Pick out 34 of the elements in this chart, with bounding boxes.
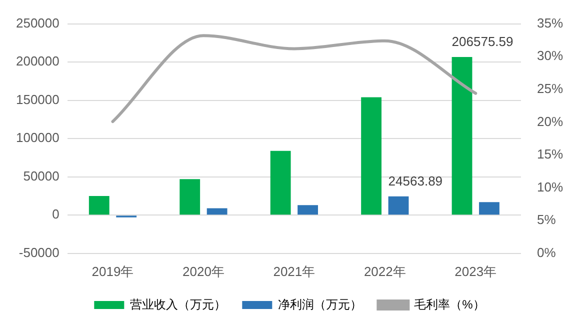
y-tick-label: 50000 [23,168,60,184]
data-label: 206575.59 [452,34,514,50]
y2-tick-label: 25% [536,80,564,96]
bar [180,179,200,215]
bar [298,205,318,215]
bar [270,150,291,215]
bar [361,97,382,215]
y-tick-label: -50000 [18,244,60,260]
bar [479,202,500,215]
y-tick-label: 200000 [16,54,60,69]
y2-tick-label: 35% [536,15,564,30]
legend-label: 营业收入（万元） [130,297,226,312]
y2-tick-label: 0% [536,244,556,260]
bar [452,57,472,215]
bar [88,196,110,215]
y2-tick-label: 10% [536,179,564,194]
x-tick-label: 2023年 [454,264,497,279]
x-tick-label: 2021年 [273,264,316,279]
y2-tick-label: 20% [536,114,564,129]
y2-tick-label: 5% [536,212,556,228]
legend-label: 净利润（万元） [278,297,362,312]
bar [388,196,409,215]
y-tick-label: 250000 [16,15,60,30]
y2-tick-label: 15% [536,146,564,162]
legend-label: 毛利率（%） [414,297,485,312]
x-tick-label: 2022年 [364,264,406,279]
y2-tick-label: 30% [536,48,564,64]
x-tick-label: 2019年 [92,264,134,279]
y-tick-label: 100000 [16,130,60,146]
y-tick-label: 150000 [16,92,60,107]
x-tick-label: 2020年 [182,264,224,279]
data-label: 24563.89 [388,173,443,188]
bar [206,208,228,215]
y-tick-label: 0 [52,206,60,222]
